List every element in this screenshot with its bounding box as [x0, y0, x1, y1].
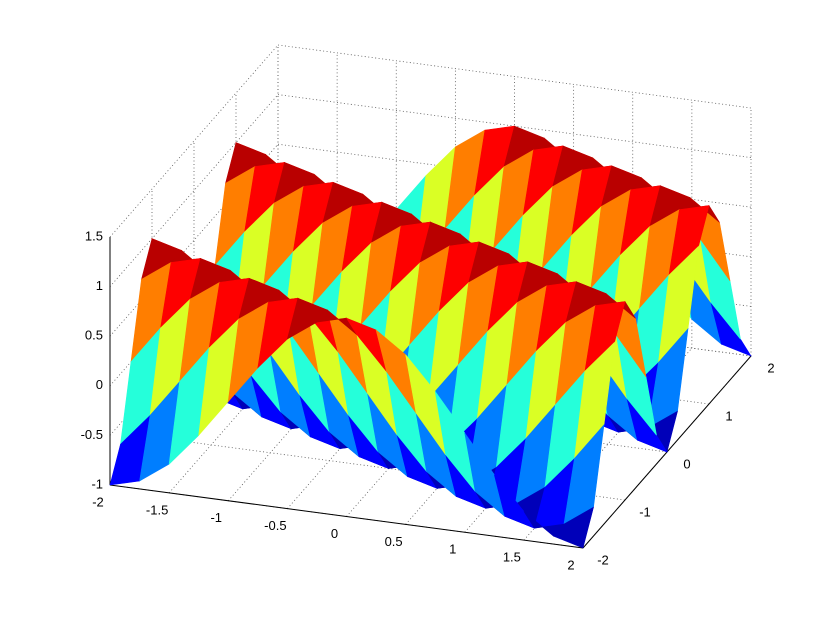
x-tick-label: 1: [449, 542, 456, 557]
z-tick-label: 1.5: [85, 228, 103, 243]
x-tick-label: -0.5: [264, 518, 286, 533]
x-tick-label: 1.5: [503, 550, 521, 565]
grid-line: [405, 332, 574, 525]
x-tick-label: -2: [92, 494, 104, 509]
grid-line: [277, 44, 752, 109]
x-tick-label: 2: [567, 557, 574, 572]
grid-line: [109, 143, 279, 337]
surface-patch: [552, 506, 594, 549]
grid-line: [109, 44, 279, 238]
y-tick-label: 2: [767, 360, 774, 375]
y-tick-label: -1: [639, 504, 651, 519]
z-tick-label: 0.5: [85, 328, 103, 343]
grid-line: [109, 94, 279, 287]
y-tick-label: 0: [683, 456, 690, 471]
grid-line: [346, 324, 515, 517]
x-tick-label: 0.5: [385, 534, 403, 549]
z-tick-label: -0.5: [81, 427, 103, 442]
grid-line: [227, 308, 397, 502]
x-tick-label: -1.5: [146, 502, 168, 517]
grid-line: [168, 300, 338, 494]
y-tick-label: -2: [597, 552, 609, 567]
x-tick-label: -1: [210, 510, 222, 525]
y-tick-label: 1: [725, 408, 732, 423]
x-axis: [109, 484, 584, 549]
z-tick-label: -1: [91, 476, 103, 491]
z-tick-label: 1: [96, 278, 103, 293]
z-tick-label: 0: [96, 377, 103, 392]
x-tick-label: 0: [331, 526, 338, 541]
grid-line: [287, 316, 456, 509]
